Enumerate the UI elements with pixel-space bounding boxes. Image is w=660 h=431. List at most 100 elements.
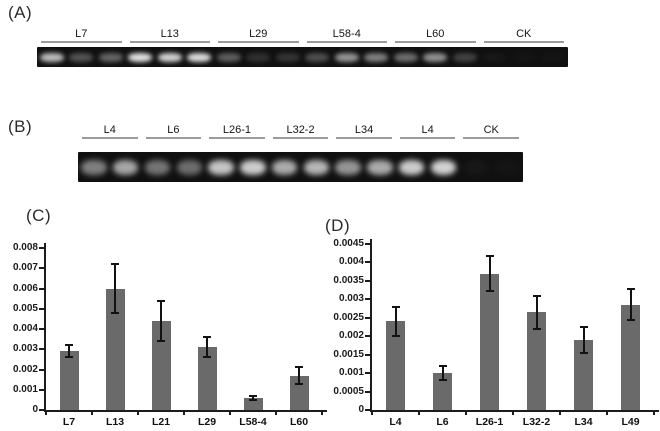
gel-lane (428, 152, 460, 182)
gel-lane (539, 47, 569, 67)
y-tick-mark (365, 316, 370, 319)
y-axis (44, 243, 46, 412)
gel-lane (364, 152, 396, 182)
gel-lane (78, 152, 110, 182)
y-tick-label: 0.001 (12, 383, 38, 395)
gel-lane-group-label: CK (463, 122, 520, 139)
y-tick-mark (365, 279, 370, 282)
error-bar-line (394, 306, 397, 337)
gel-lane-group-label: L34 (336, 122, 392, 139)
error-bar-cap-top (579, 326, 588, 328)
error-bar-cap-bottom (626, 319, 635, 322)
y-tick-label: 0.002 (12, 363, 38, 375)
gel-lane (480, 47, 510, 67)
bar (574, 339, 593, 410)
y-tick-mark (39, 287, 44, 290)
gel-band (216, 52, 241, 62)
gel-lane-group-label: L6 (145, 122, 202, 139)
gel-group-label-text: L32-2 (286, 124, 315, 136)
x-tick-mark (321, 412, 323, 415)
gel-band (275, 52, 300, 62)
bar (243, 397, 263, 410)
gel-a-image (37, 47, 568, 67)
gel-band (463, 160, 488, 175)
x-category-label: L34 (574, 416, 593, 428)
y-tick-label: 0.0005 (333, 385, 364, 397)
gel-lane-group-label: L13 (129, 26, 210, 43)
y-tick-mark (365, 353, 370, 356)
y-tick-label: 0.0025 (333, 311, 364, 323)
bar (105, 288, 125, 410)
gel-lane (214, 47, 244, 67)
gel-band (393, 52, 418, 62)
panel-a-letter: (A) (8, 3, 33, 22)
error-bar-line (252, 395, 254, 400)
gel-lane (332, 152, 364, 182)
gel-group-label-text: L29 (249, 28, 268, 40)
x-tick-mark (418, 412, 420, 415)
y-tick-mark (365, 261, 370, 264)
y-tick-mark (39, 388, 44, 391)
error-bar-cap-bottom (295, 382, 303, 385)
x-category-label: L21 (151, 416, 171, 428)
gel-group-label-text: L26-1 (222, 124, 252, 136)
error-bar-cap-bottom (579, 351, 588, 354)
gel-group-label-text: L60 (426, 28, 445, 40)
y-tick-label: 0.004 (338, 256, 364, 268)
x-category-label: L13 (105, 416, 125, 428)
bar (621, 304, 640, 410)
y-tick-label: 0.002 (338, 330, 364, 342)
y-tick-mark (365, 372, 370, 375)
gel-band (246, 52, 271, 62)
error-bar-line (441, 365, 444, 381)
gel-lane (509, 47, 539, 67)
x-tick-mark (275, 412, 277, 415)
y-tick-mark (365, 335, 370, 338)
error-bar-cap-top (295, 366, 303, 369)
y-tick-label: 0.003 (338, 293, 364, 305)
error-bar-cap-bottom (391, 335, 400, 338)
error-bar-cap-bottom (111, 311, 119, 314)
gel-lane (273, 47, 303, 67)
y-tick-mark (39, 348, 44, 351)
x-category-label: L49 (621, 416, 640, 428)
gel-band (69, 52, 94, 62)
gel-band (112, 159, 139, 175)
gel-band (157, 52, 182, 62)
gel-lane (459, 152, 491, 182)
gel-band (128, 52, 153, 62)
gel-lane (303, 47, 333, 67)
error-bar-cap-top (626, 288, 635, 291)
gel-band (208, 159, 234, 175)
gel-lane (421, 47, 451, 67)
gel-lane-group-label: L58-4 (306, 26, 387, 43)
x-tick-mark (653, 412, 655, 415)
error-bar-cap-bottom (438, 379, 447, 382)
gel-group-label-text: CK (483, 124, 499, 136)
gel-lane (37, 47, 67, 67)
error-bar-line (114, 264, 116, 313)
gel-lane-group-label: L4 (399, 122, 456, 139)
gel-band (176, 159, 202, 175)
y-tick-label: 0.003 (12, 343, 38, 355)
gel-lane (205, 152, 237, 182)
gel-a-group-labels: L7 L13 L29 L58-4 L60 CK (37, 26, 568, 43)
gel-band (303, 159, 330, 175)
error-bar-line (488, 255, 491, 292)
gel-band (240, 159, 266, 175)
x-category-label: L4 (389, 416, 402, 428)
gel-band (271, 159, 298, 175)
gel-lane-group-label: CK (483, 26, 564, 43)
x-category-label: L60 (289, 416, 309, 428)
y-tick-label: 0.0045 (333, 238, 364, 249)
gel-band (98, 52, 123, 62)
gel-band (430, 159, 457, 175)
y-tick-mark (39, 409, 44, 411)
panel-d-letter: (D) (325, 216, 351, 235)
gel-band (334, 52, 359, 62)
gel-band (494, 160, 519, 175)
error-bar-cap-bottom (203, 356, 211, 359)
gel-band (305, 52, 330, 62)
error-bar-cap-top (65, 344, 73, 347)
